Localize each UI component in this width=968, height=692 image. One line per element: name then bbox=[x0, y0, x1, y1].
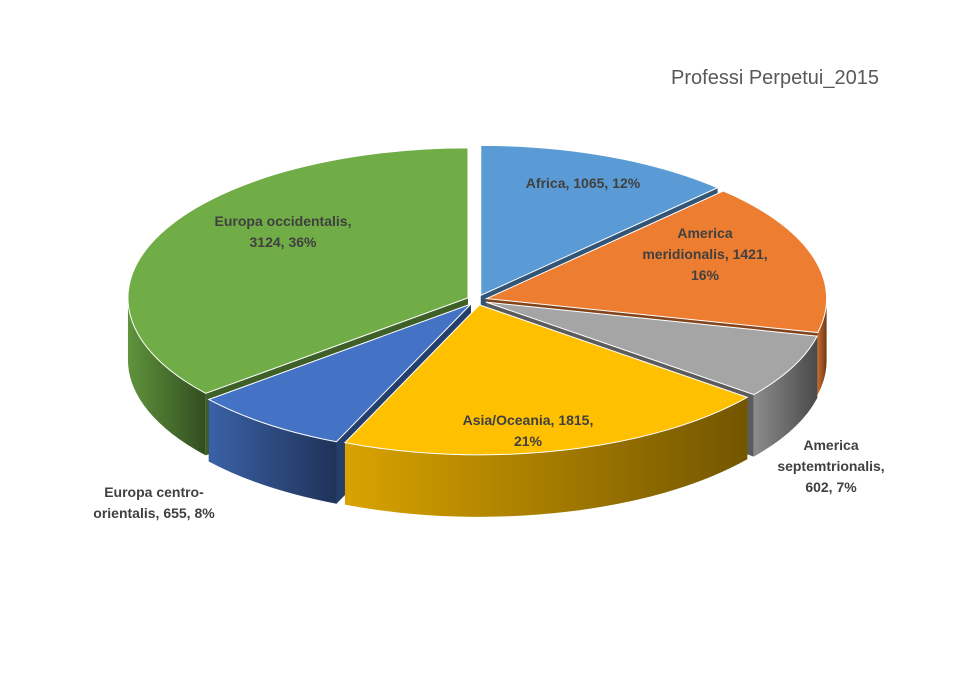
slice-side-america-meridionalis bbox=[817, 298, 827, 395]
chart-title: Professi Perpetui_2015 bbox=[671, 67, 879, 89]
slice-america-septemtrionalis bbox=[485, 301, 818, 396]
data-label-america-septemtrionalis: America septemtrionalis, 602, 7% bbox=[777, 437, 884, 495]
slice-america-meridionalis bbox=[484, 190, 828, 334]
slice-side-america-septemtrionalis bbox=[753, 336, 818, 457]
data-label-line: meridionalis, 1421, bbox=[642, 246, 767, 262]
data-label-line: Europa centro- bbox=[104, 484, 204, 500]
slice-europa-centro-orientalis bbox=[207, 303, 472, 443]
data-label-line: America bbox=[803, 437, 858, 453]
data-label-line: 602, 7% bbox=[805, 479, 857, 495]
data-label-asia-oceania: Asia/Oceania, 1815, 21% bbox=[463, 412, 594, 449]
data-label-line: Europa occidentalis, bbox=[215, 213, 352, 229]
data-label-line: 21% bbox=[514, 433, 543, 449]
data-label-line: America bbox=[677, 225, 732, 241]
data-label-europa-occidentalis: Europa occidentalis, 3124, 36% bbox=[215, 213, 352, 250]
slice-side-asia-oceania bbox=[344, 397, 748, 517]
pie-tops bbox=[127, 144, 828, 456]
data-label-line: Asia/Oceania, 1815, bbox=[463, 412, 594, 428]
data-label-line: Africa, 1065, 12% bbox=[526, 175, 641, 191]
data-label-line: orientalis, 655, 8% bbox=[93, 505, 215, 521]
slice-asia-oceania bbox=[343, 304, 749, 456]
pie-labels: Africa, 1065, 12% America meridionalis, 14… bbox=[93, 175, 884, 521]
data-label-europa-centro-orientalis: Europa centro-orientalis, 655, 8% bbox=[93, 484, 215, 521]
data-label-america-meridionalis: America meridionalis, 1421, 16% bbox=[642, 225, 767, 283]
slice-side-europa-occidentalis bbox=[127, 297, 206, 456]
slice-europa-occidentalis bbox=[127, 147, 469, 394]
slice-africa bbox=[480, 144, 719, 297]
data-label-africa: Africa, 1065, 12% bbox=[526, 175, 641, 191]
data-label-line: 3124, 36% bbox=[250, 234, 317, 250]
slice-side-europa-centro-orientalis bbox=[208, 399, 337, 504]
data-label-line: septemtrionalis, bbox=[777, 458, 884, 474]
data-label-line: 16% bbox=[691, 267, 720, 283]
